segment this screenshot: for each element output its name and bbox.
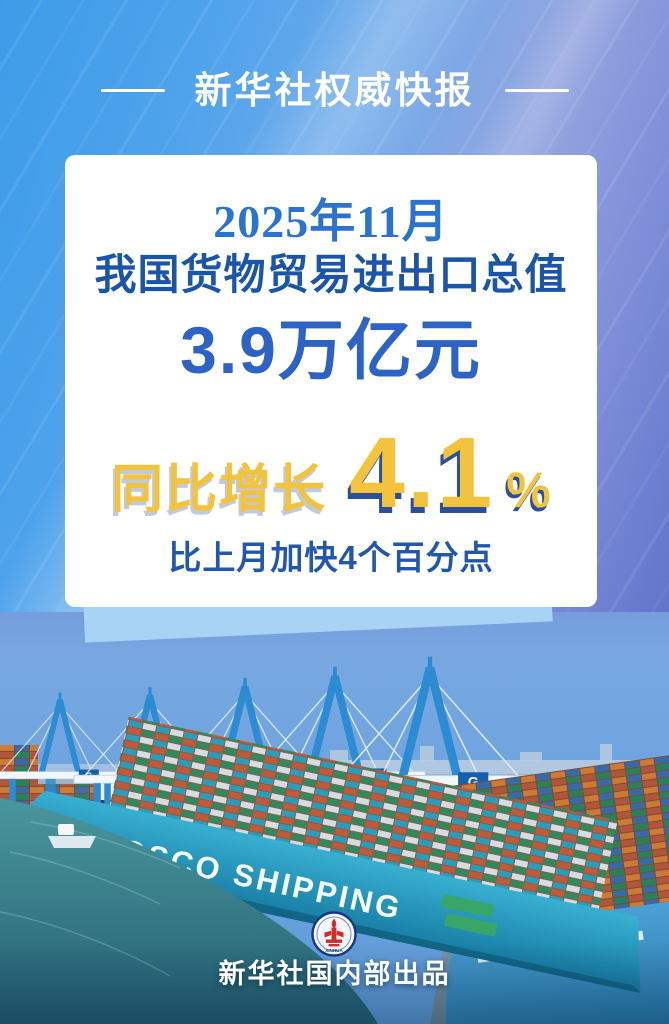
growth-value: 4.1 xyxy=(349,417,495,529)
growth-unit: % xyxy=(506,462,551,518)
report-date: 2025年11月 xyxy=(213,196,449,247)
growth-label: 同比增长 xyxy=(111,461,328,519)
header-right-dash xyxy=(504,89,569,92)
port-photo: G xyxy=(0,612,669,1024)
photo-tugboat xyxy=(48,824,96,848)
header-left-dash xyxy=(100,89,165,92)
xinhua-emblem-icon: XINHUA xyxy=(311,911,357,957)
footer-credit: 新华社国内部出品 xyxy=(218,959,451,989)
trade-total-value: 3.9万亿元 xyxy=(180,313,482,387)
emblem-torch-glyph xyxy=(324,918,344,947)
headline-card: 2025年11月 我国货物贸易进出口总值 3.9万亿元 同比增长 4.1 % 比… xyxy=(65,155,597,607)
header: 新华社权威快报 xyxy=(0,72,669,109)
comparison-note: 比上月加快4个百分点 xyxy=(168,539,494,576)
growth-row: 同比增长 4.1 % xyxy=(111,423,551,523)
header-title: 新华社权威快报 xyxy=(194,70,475,111)
report-subject: 我国货物贸易进出口总值 xyxy=(94,253,568,299)
emblem-ring-text: XINHUA xyxy=(325,948,343,953)
